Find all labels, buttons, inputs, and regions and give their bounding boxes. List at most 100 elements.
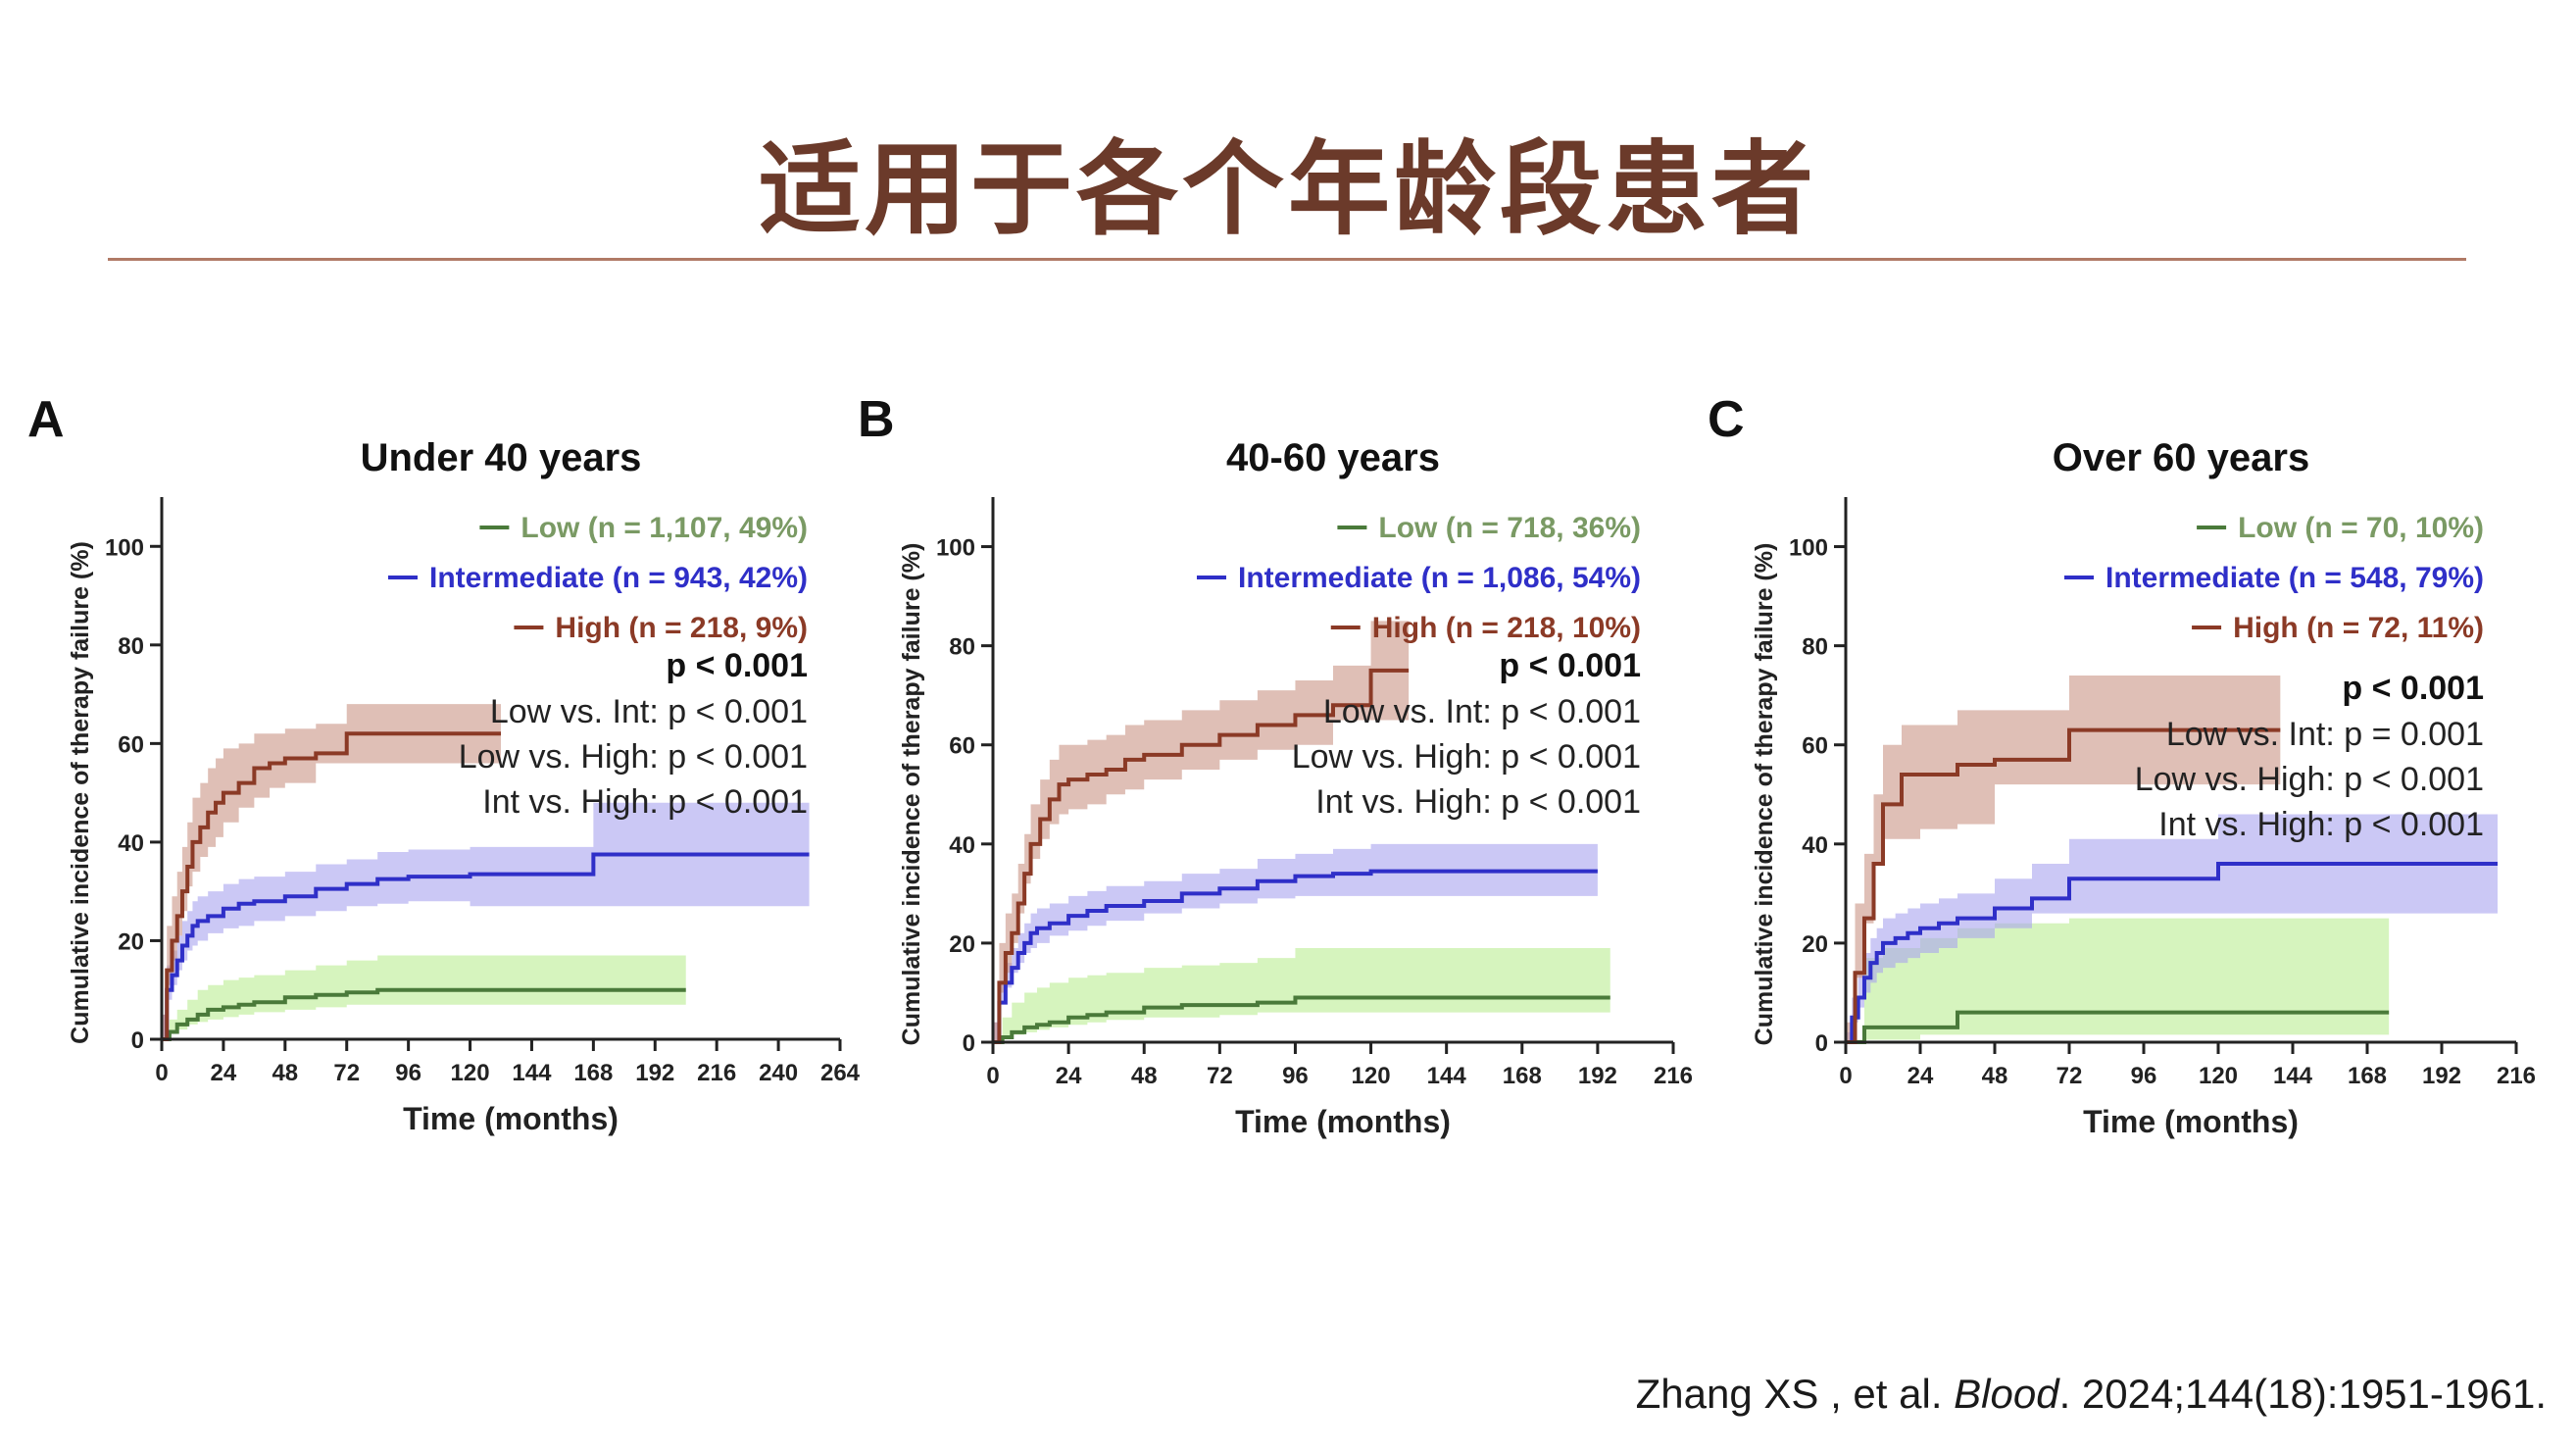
series-line-low bbox=[1846, 1010, 2390, 1044]
x-tick-label: 48 bbox=[1982, 1063, 2008, 1089]
ci-band-high bbox=[993, 621, 1410, 1042]
overall-p-value: p < 0.001 bbox=[1499, 647, 1641, 684]
x-tick-label: 24 bbox=[1056, 1063, 1082, 1089]
x-tick-label: 192 bbox=[2422, 1063, 2461, 1089]
citation-journal: Blood bbox=[1954, 1371, 2059, 1417]
y-tick-label: 80 bbox=[1802, 634, 1828, 661]
panel-letter: B bbox=[858, 391, 895, 448]
chart-panel-c: C Over 60 years 0 24 48 72 96 120 144 168 192 216 0 2… bbox=[1708, 391, 2536, 1139]
chart-title: 40-60 years bbox=[1226, 436, 1440, 479]
chart-panel-b: B 40-60 years 0 24 48 72 96 120 144 168 192 216 0 20 4… bbox=[858, 391, 1693, 1139]
y-tick-label: 40 bbox=[949, 832, 975, 859]
x-tick-label: 96 bbox=[395, 1060, 421, 1086]
citation: Zhang XS , et al. Blood. 2024;144(18):19… bbox=[1636, 1371, 2547, 1418]
y-tick-label: 100 bbox=[1789, 535, 1828, 562]
x-tick-label: 24 bbox=[211, 1060, 237, 1086]
x-tick-label: 48 bbox=[1131, 1063, 1158, 1089]
x-tick-label: 96 bbox=[2131, 1063, 2157, 1089]
y-tick-label: 20 bbox=[1802, 931, 1828, 958]
citation-authors: Zhang XS , et al. bbox=[1635, 1371, 1943, 1417]
x-tick-label: 216 bbox=[1654, 1063, 1693, 1089]
overall-p-value: p < 0.001 bbox=[2342, 670, 2484, 707]
legend-label-low: Low (n = 1,107, 49%) bbox=[520, 512, 808, 544]
x-tick-label: 192 bbox=[1578, 1063, 1617, 1089]
title-divider bbox=[108, 258, 2466, 261]
series-line-int bbox=[1846, 862, 2498, 1044]
panel-letter: C bbox=[1708, 391, 1745, 448]
y-tick-label: 80 bbox=[118, 633, 144, 660]
y-tick-label: 100 bbox=[105, 534, 144, 561]
legend-label-int: Intermediate (n = 548, 79%) bbox=[2105, 562, 2484, 594]
x-tick-label: 0 bbox=[155, 1060, 168, 1086]
x-tick-label: 120 bbox=[2199, 1063, 2238, 1089]
x-tick-label: 240 bbox=[759, 1060, 798, 1086]
comparison-p-value: Low vs. High: p < 0.001 bbox=[1292, 738, 1641, 776]
legend-label-high: High (n = 72, 11%) bbox=[2233, 612, 2484, 644]
y-axis-label: Cumulative incidence of therapy failure … bbox=[67, 541, 94, 1044]
y-tick-label: 20 bbox=[949, 931, 975, 958]
ci-band-int bbox=[993, 843, 1598, 1042]
y-axis-label: Cumulative incidence of therapy failure … bbox=[1751, 543, 1778, 1046]
x-tick-label: 0 bbox=[1839, 1063, 1852, 1089]
x-tick-label: 264 bbox=[820, 1060, 861, 1086]
ci-band-high bbox=[162, 704, 501, 1039]
ci-band-low bbox=[993, 947, 1610, 1042]
x-axis-label: Time (months) bbox=[2083, 1104, 2299, 1139]
slide-title: 适用于各个年龄段患者 bbox=[758, 129, 1817, 249]
x-tick-label: 144 bbox=[2273, 1063, 2313, 1089]
panel-letter: A bbox=[27, 391, 65, 448]
x-tick-label: 0 bbox=[986, 1063, 999, 1089]
legend-label-high: High (n = 218, 9%) bbox=[555, 612, 808, 644]
chart-panel-a: A Under 40 years 0 24 48 72 96 120 144 168 192 216 2… bbox=[27, 391, 861, 1136]
y-tick-label: 0 bbox=[1815, 1030, 1828, 1057]
legend-label-low: Low (n = 70, 10%) bbox=[2238, 512, 2484, 544]
x-tick-label: 168 bbox=[1503, 1063, 1542, 1089]
chart-title: Over 60 years bbox=[2053, 436, 2309, 479]
y-tick-label: 60 bbox=[1802, 733, 1828, 760]
legend-label-high: High (n = 218, 10%) bbox=[1372, 612, 1641, 644]
x-tick-label: 120 bbox=[451, 1060, 490, 1086]
series-line-int bbox=[162, 852, 810, 1041]
x-tick-label: 48 bbox=[272, 1060, 298, 1086]
comparison-p-value: Int vs. High: p < 0.001 bbox=[2158, 806, 2484, 843]
x-tick-label: 96 bbox=[1282, 1063, 1309, 1089]
citation-ref: . 2024;144(18):1951-1961. bbox=[2058, 1371, 2547, 1417]
x-tick-label: 192 bbox=[635, 1060, 674, 1086]
x-tick-label: 168 bbox=[2348, 1063, 2387, 1089]
comparison-p-value: Low vs. High: p < 0.001 bbox=[459, 738, 808, 776]
x-tick-label: 168 bbox=[573, 1060, 613, 1086]
comparison-p-value: Low vs. Int: p < 0.001 bbox=[490, 693, 808, 730]
legend-label-low: Low (n = 718, 36%) bbox=[1378, 512, 1641, 544]
y-tick-label: 0 bbox=[963, 1030, 975, 1057]
x-tick-label: 24 bbox=[1907, 1063, 1934, 1089]
ci-band-int bbox=[1846, 814, 2498, 1042]
x-tick-label: 216 bbox=[697, 1060, 736, 1086]
comparison-p-value: Low vs. High: p < 0.001 bbox=[2135, 761, 2484, 798]
chart-title: Under 40 years bbox=[361, 436, 642, 479]
y-tick-label: 40 bbox=[118, 830, 144, 857]
comparison-p-value: Low vs. Int: p = 0.001 bbox=[2166, 716, 2484, 753]
series-line-low bbox=[162, 987, 686, 1041]
x-tick-label: 72 bbox=[2056, 1063, 2083, 1089]
comparison-p-value: Low vs. Int: p < 0.001 bbox=[1323, 693, 1641, 730]
x-tick-label: 144 bbox=[1427, 1063, 1467, 1089]
y-tick-label: 60 bbox=[949, 733, 975, 760]
x-tick-label: 72 bbox=[333, 1060, 360, 1086]
y-tick-label: 20 bbox=[118, 928, 144, 955]
legend-label-int: Intermediate (n = 1,086, 54%) bbox=[1238, 562, 1641, 594]
x-axis-label: Time (months) bbox=[403, 1101, 619, 1136]
ci-band-high bbox=[1846, 675, 2281, 1042]
series-line-high bbox=[993, 668, 1410, 1044]
ci-band-int bbox=[162, 802, 810, 1039]
series-line-high bbox=[1846, 727, 2281, 1044]
x-tick-label: 72 bbox=[1207, 1063, 1233, 1089]
y-tick-label: 100 bbox=[936, 535, 975, 562]
y-tick-label: 80 bbox=[949, 634, 975, 661]
x-axis-label: Time (months) bbox=[1235, 1104, 1451, 1139]
series-line-low bbox=[993, 995, 1610, 1044]
y-tick-label: 60 bbox=[118, 731, 144, 758]
ci-band-low bbox=[162, 955, 686, 1039]
y-axis-label: Cumulative incidence of therapy failure … bbox=[898, 543, 925, 1046]
